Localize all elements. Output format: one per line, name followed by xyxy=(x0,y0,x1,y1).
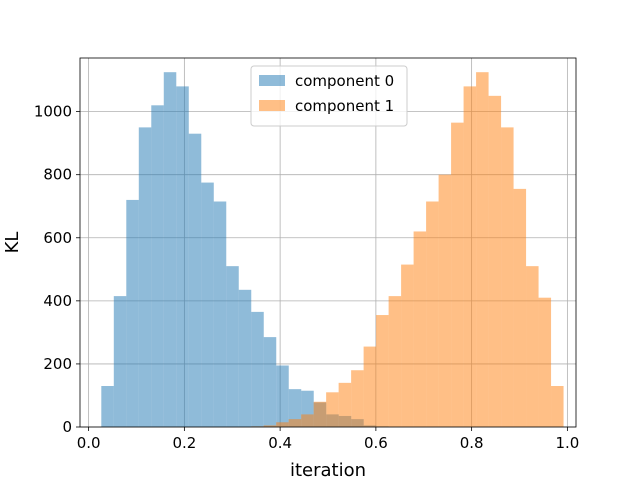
histogram-bar-component-0 xyxy=(251,311,264,427)
histogram-bar-component-0 xyxy=(238,289,252,427)
histogram-bar-component-0 xyxy=(288,389,302,427)
legend-swatch-component-0 xyxy=(259,75,285,86)
axis-ticks: 0.0 0.2 0.4 0.6 0.8 1.0 0 200 400 600 800 1000 xyxy=(34,103,579,452)
histogram-bars xyxy=(101,72,564,428)
histogram-bar-component-0 xyxy=(101,386,114,427)
histogram-bar-component-1 xyxy=(488,95,502,427)
histogram-bar-component-1 xyxy=(501,127,514,427)
x-tick-label: 0.6 xyxy=(364,434,388,452)
y-tick-label: 1000 xyxy=(34,103,72,121)
x-tick-label: 0.2 xyxy=(172,434,196,452)
histogram-bar-component-1 xyxy=(351,370,364,427)
histogram-bar-component-0 xyxy=(263,337,277,427)
histogram-bar-component-0 xyxy=(163,72,177,427)
x-tick-label: 0.8 xyxy=(460,434,484,452)
histogram-bar-component-1 xyxy=(476,72,489,427)
legend: component 0 component 1 xyxy=(250,65,408,127)
histogram-bar-component-0 xyxy=(213,201,227,427)
y-tick-label: 600 xyxy=(43,229,72,247)
histogram-bar-component-1 xyxy=(326,392,339,427)
histogram-bar-component-0 xyxy=(276,365,289,427)
histogram-bar-component-0 xyxy=(151,105,164,428)
x-axis-label: iteration xyxy=(290,460,366,480)
histogram-bar-component-1 xyxy=(451,122,464,428)
x-tick-label: 1.0 xyxy=(555,434,579,452)
histogram-bar-component-1 xyxy=(313,401,327,427)
legend-label-component-1: component 1 xyxy=(295,97,394,115)
histogram-bar-component-1 xyxy=(538,297,552,427)
histogram-bar-component-1 xyxy=(376,315,389,427)
histogram-bar-component-0 xyxy=(113,296,127,427)
histogram-bar-component-0 xyxy=(226,266,239,427)
histogram-bar-component-1 xyxy=(263,425,277,427)
legend-box xyxy=(250,65,408,127)
histogram-bar-component-1 xyxy=(338,382,352,427)
histogram-bar-component-1 xyxy=(401,264,414,427)
histogram-bar-component-1 xyxy=(363,346,377,427)
x-tick-label: 0.4 xyxy=(268,434,292,452)
legend-swatch-component-1 xyxy=(259,100,285,111)
histogram-bar-component-1 xyxy=(426,201,439,427)
histogram-bar-component-1 xyxy=(388,296,402,427)
y-tick-label: 800 xyxy=(43,166,72,184)
histogram-bar-component-1 xyxy=(288,419,302,427)
histogram-bar-component-1 xyxy=(301,414,314,427)
histogram-bar-component-0 xyxy=(126,199,139,427)
y-tick-label: 0 xyxy=(62,418,72,436)
histogram-bar-component-0 xyxy=(176,86,189,427)
legend-label-component-0: component 0 xyxy=(295,72,394,90)
histogram-bar-component-1 xyxy=(276,422,289,427)
x-tick-label: 0.0 xyxy=(77,434,101,452)
histogram-bar-component-1 xyxy=(551,386,564,427)
histogram-bar-component-1 xyxy=(526,266,539,427)
histogram-bar-component-0 xyxy=(138,127,152,427)
histogram-bar-component-1 xyxy=(438,174,452,427)
histogram-bar-component-1 xyxy=(513,188,527,427)
histogram-bar-component-1 xyxy=(463,86,477,427)
plot-frame xyxy=(79,57,577,428)
histogram-bar-component-0 xyxy=(188,133,202,427)
y-tick-label: 200 xyxy=(43,355,72,373)
y-axis-label: KL xyxy=(2,232,23,254)
y-tick-label: 400 xyxy=(43,292,72,310)
histogram-bar-component-1 xyxy=(413,231,427,427)
histogram-bar-component-0 xyxy=(201,182,214,427)
